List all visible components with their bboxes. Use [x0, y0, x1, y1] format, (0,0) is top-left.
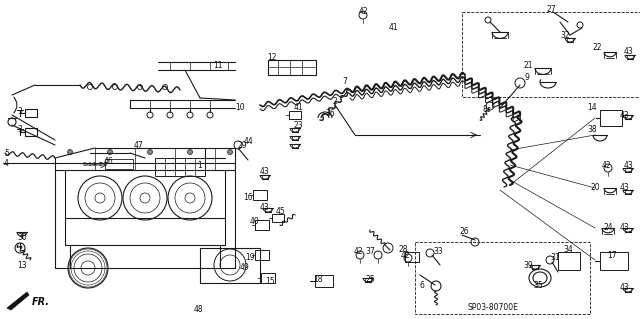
- Text: FR.: FR.: [32, 297, 50, 307]
- Bar: [268, 60, 316, 75]
- Text: 12: 12: [268, 53, 276, 62]
- Text: 34: 34: [563, 246, 573, 255]
- Bar: [462, 12, 640, 97]
- Text: E-14-1: E-14-1: [82, 162, 102, 167]
- Bar: [255, 250, 269, 260]
- Circle shape: [108, 150, 113, 154]
- Text: 13: 13: [17, 261, 27, 270]
- Text: 43: 43: [620, 110, 630, 120]
- Bar: [315, 275, 333, 287]
- Bar: [25, 109, 37, 117]
- Text: 30: 30: [17, 234, 27, 242]
- Bar: [405, 252, 419, 262]
- Text: 43: 43: [620, 224, 630, 233]
- Text: 18: 18: [313, 276, 323, 285]
- Text: 21: 21: [524, 61, 532, 70]
- Text: 16: 16: [243, 194, 253, 203]
- Text: 37: 37: [365, 248, 375, 256]
- Text: 42: 42: [601, 160, 611, 169]
- Text: 32: 32: [560, 31, 570, 40]
- Text: 3: 3: [17, 108, 22, 116]
- Text: 23: 23: [293, 121, 303, 130]
- Text: 24: 24: [603, 224, 613, 233]
- Text: 43: 43: [623, 160, 633, 169]
- Bar: [255, 220, 269, 230]
- Bar: [25, 128, 37, 136]
- Text: 39: 39: [523, 261, 533, 270]
- Text: 9: 9: [525, 73, 529, 83]
- Bar: [600, 252, 628, 270]
- Text: 1: 1: [198, 161, 202, 170]
- Text: 33: 33: [433, 248, 443, 256]
- Text: 47: 47: [133, 142, 143, 151]
- Text: 29: 29: [237, 140, 247, 150]
- Text: 8: 8: [483, 106, 488, 115]
- Bar: [600, 110, 622, 126]
- Bar: [200, 248, 260, 283]
- Text: 28: 28: [398, 246, 408, 255]
- Text: 15: 15: [265, 278, 275, 286]
- Bar: [155, 158, 205, 176]
- Text: 49: 49: [240, 263, 250, 272]
- Bar: [272, 214, 284, 222]
- Bar: [415, 242, 590, 314]
- Circle shape: [67, 150, 72, 154]
- Text: 41: 41: [388, 24, 398, 33]
- Text: 38: 38: [587, 125, 597, 135]
- Text: 19: 19: [245, 254, 255, 263]
- Bar: [289, 111, 301, 119]
- Text: 14: 14: [587, 103, 597, 113]
- Text: 2: 2: [333, 98, 337, 107]
- Bar: [261, 273, 275, 283]
- Circle shape: [227, 150, 232, 154]
- Text: 43: 43: [620, 183, 630, 192]
- Text: 20: 20: [590, 183, 600, 192]
- Text: 36: 36: [325, 108, 335, 117]
- Polygon shape: [7, 292, 29, 310]
- Text: 17: 17: [607, 251, 617, 261]
- Text: 45: 45: [275, 207, 285, 217]
- Text: 43: 43: [260, 167, 270, 176]
- Text: 43: 43: [260, 204, 270, 212]
- Text: 42: 42: [400, 250, 410, 259]
- Text: SP03-80700E: SP03-80700E: [468, 303, 519, 313]
- Text: 46: 46: [103, 158, 113, 167]
- Text: 42: 42: [353, 248, 363, 256]
- Text: 31: 31: [550, 254, 560, 263]
- Text: 41: 41: [293, 103, 303, 113]
- Bar: [105, 159, 133, 169]
- Text: 4: 4: [4, 160, 8, 168]
- Text: 43: 43: [620, 284, 630, 293]
- Text: 40: 40: [250, 218, 260, 226]
- Text: 5: 5: [4, 150, 10, 159]
- Text: 44: 44: [243, 137, 253, 146]
- Text: 3: 3: [17, 125, 22, 135]
- Text: 25: 25: [365, 276, 375, 285]
- Text: 43: 43: [623, 48, 633, 56]
- Text: 7: 7: [342, 78, 348, 86]
- Text: 6: 6: [420, 280, 424, 290]
- Bar: [558, 252, 580, 270]
- Text: 10: 10: [235, 102, 245, 112]
- Text: 35: 35: [533, 280, 543, 290]
- Text: 42: 42: [358, 8, 368, 17]
- Text: 27: 27: [546, 5, 556, 14]
- Circle shape: [188, 150, 193, 154]
- Text: 22: 22: [592, 42, 602, 51]
- Text: 48: 48: [193, 306, 203, 315]
- Text: 11: 11: [213, 61, 223, 70]
- Text: 26: 26: [459, 227, 469, 236]
- Circle shape: [147, 150, 152, 154]
- Bar: [253, 190, 267, 200]
